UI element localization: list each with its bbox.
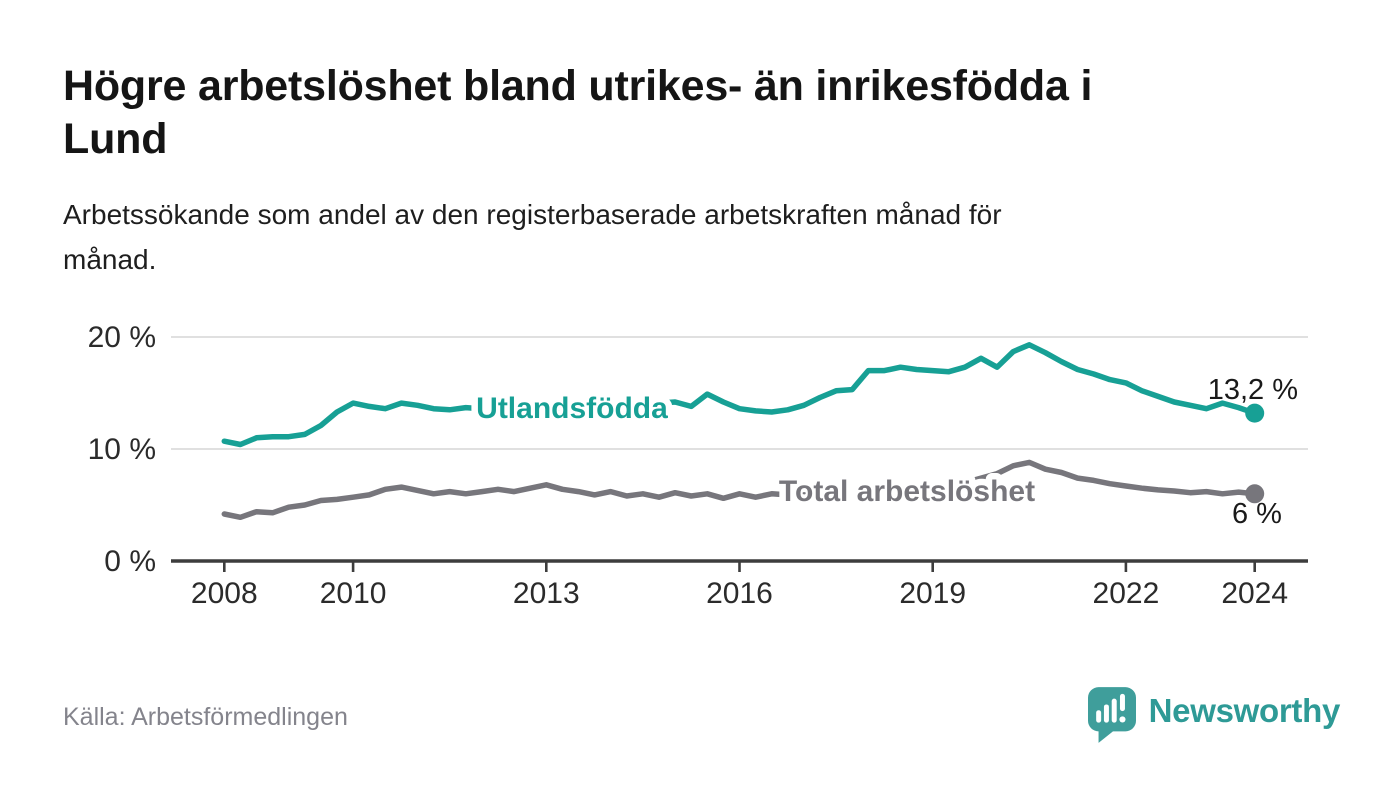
source-note: Källa: Arbetsförmedlingen bbox=[63, 703, 348, 731]
x-tick-label-2016: 2016 bbox=[706, 577, 773, 610]
page-subtitle-line-1: Arbetssökande som andel av den registerb… bbox=[63, 199, 1002, 230]
x-tick-label-2010: 2010 bbox=[320, 577, 387, 610]
page-subtitle: Arbetssökande som andel av den registerb… bbox=[63, 192, 1293, 282]
series-label-utlandsfodda: Utlandsfödda bbox=[476, 392, 668, 425]
series-line-total bbox=[221, 459, 1258, 521]
series-endpoint-dot-total bbox=[1245, 484, 1265, 504]
y-tick-label-0: 0 % bbox=[104, 545, 156, 578]
speech-bubble-chart-icon bbox=[1087, 687, 1136, 743]
page-title-line-1: Högre arbetslöshet bland utrikes- än inr… bbox=[63, 62, 1093, 110]
series-line-utlandsfodda bbox=[221, 342, 1258, 448]
x-tick-label-2024: 2024 bbox=[1221, 577, 1288, 610]
page-title: Högre arbetslöshet bland utrikes- än inr… bbox=[63, 60, 1353, 166]
end-value-label-utlandsfodda: 13,2 % bbox=[1208, 374, 1298, 406]
y-tick-label-10: 10 % bbox=[88, 433, 156, 466]
newsworthy-logo: Newsworthy bbox=[1087, 686, 1341, 744]
series-lines-group bbox=[221, 342, 1258, 521]
x-tick-label-2008: 2008 bbox=[191, 577, 258, 610]
x-tick-label-2022: 2022 bbox=[1093, 577, 1160, 610]
y-tick-label-20: 20 % bbox=[88, 321, 156, 354]
y-axis-labels-group: 0 % 10 % 20 % bbox=[88, 321, 156, 578]
endpoint-dots-group bbox=[1245, 403, 1265, 504]
logo-wordmark: Newsworthy bbox=[1148, 692, 1341, 729]
page-title-line-2: Lund bbox=[63, 115, 168, 163]
end-value-label-total: 6 % bbox=[1232, 498, 1282, 530]
page-subtitle-line-2: månad. bbox=[63, 244, 157, 275]
x-axis-group: 2008 2010 2013 2016 2019 2022 2024 bbox=[171, 559, 1308, 610]
x-tick-label-2019: 2019 bbox=[899, 577, 966, 610]
x-tick-label-2013: 2013 bbox=[513, 577, 580, 610]
series-endpoint-dot-utlandsfodda bbox=[1245, 403, 1265, 423]
series-label-total: Total arbetslöshet bbox=[779, 475, 1035, 508]
gridlines-group bbox=[171, 336, 1308, 450]
